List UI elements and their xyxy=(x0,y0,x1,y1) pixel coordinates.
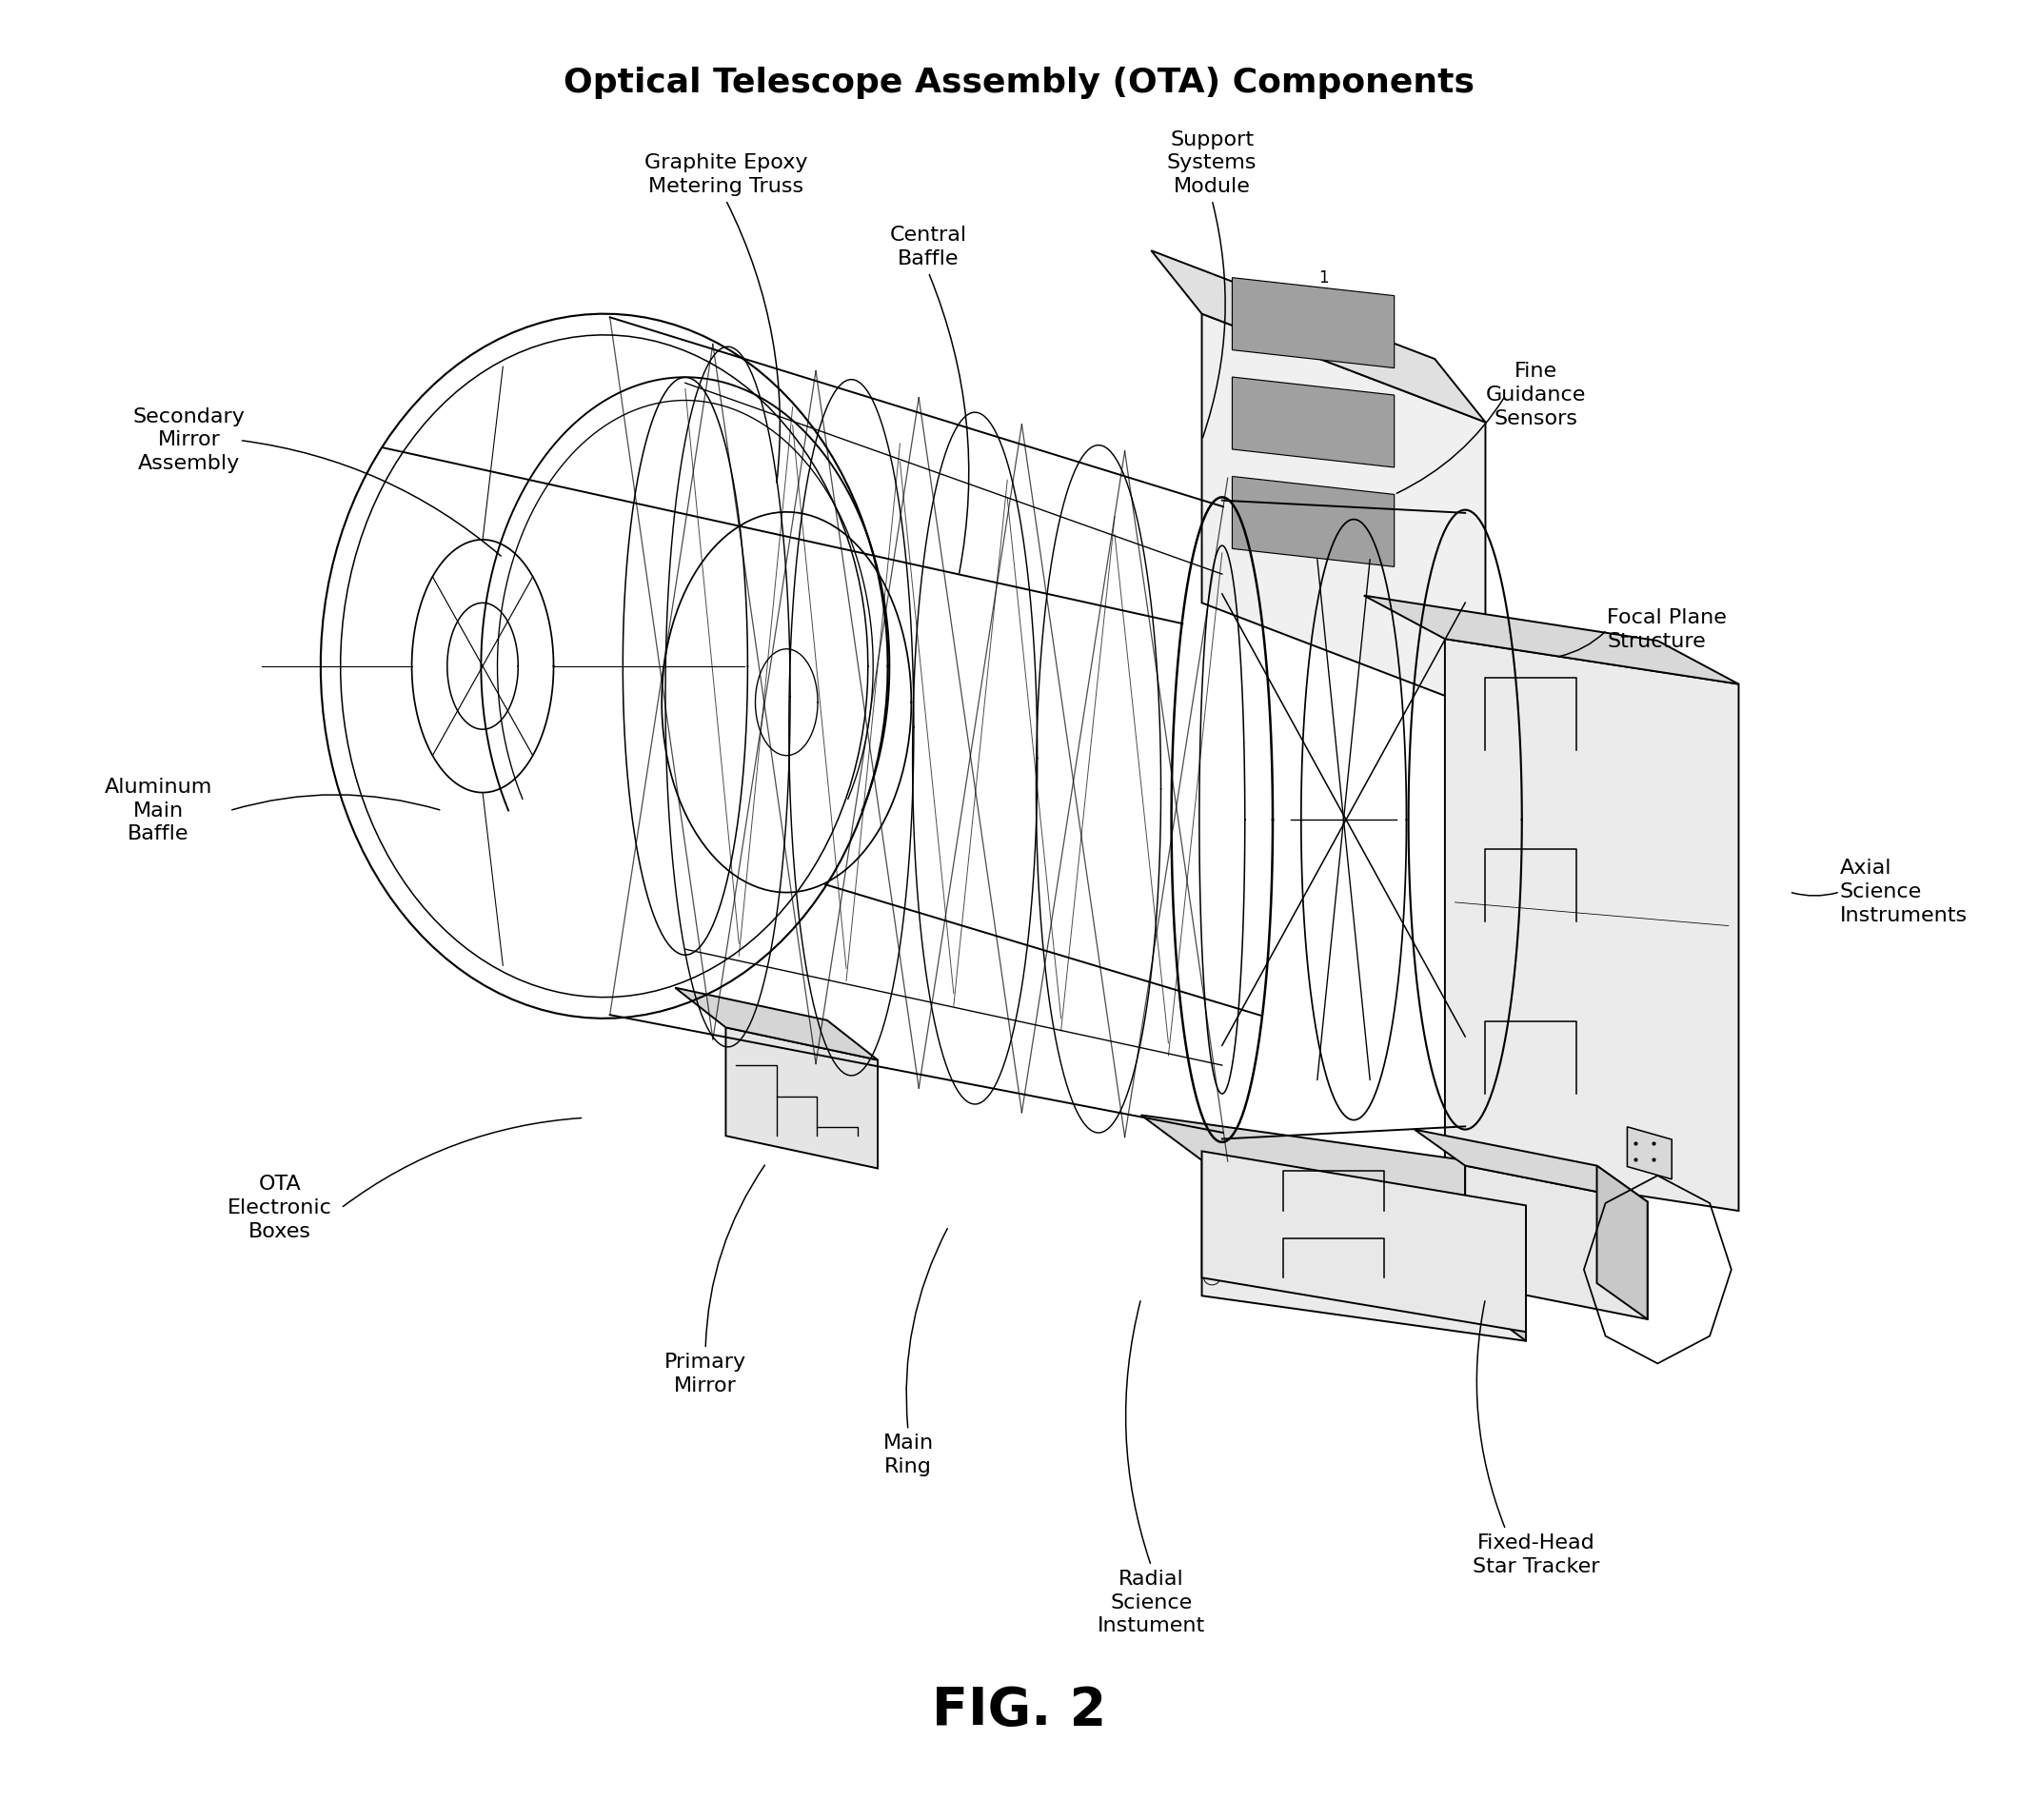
Polygon shape xyxy=(726,1028,877,1168)
Text: FIG. 2: FIG. 2 xyxy=(932,1685,1107,1736)
Text: Central
Baffle: Central Baffle xyxy=(889,226,966,269)
Polygon shape xyxy=(1364,595,1739,684)
Text: Axial
Science
Instruments: Axial Science Instruments xyxy=(1839,859,1968,925)
Polygon shape xyxy=(1466,1159,1525,1341)
Polygon shape xyxy=(1232,278,1395,368)
Text: Main
Ring: Main Ring xyxy=(883,1434,934,1476)
Text: Fixed-Head
Star Tracker: Fixed-Head Star Tracker xyxy=(1472,1532,1601,1576)
Text: Secondary
Mirror
Assembly: Secondary Mirror Assembly xyxy=(133,408,245,473)
Polygon shape xyxy=(1152,251,1486,422)
Polygon shape xyxy=(1201,1152,1525,1332)
Polygon shape xyxy=(1201,313,1486,712)
Polygon shape xyxy=(1627,1127,1672,1179)
Polygon shape xyxy=(1466,1165,1648,1320)
Polygon shape xyxy=(1232,477,1395,566)
Text: 1: 1 xyxy=(1319,269,1329,286)
Polygon shape xyxy=(1446,639,1739,1210)
Text: Primary
Mirror: Primary Mirror xyxy=(665,1352,746,1396)
Text: Radial
Science
Instument: Radial Science Instument xyxy=(1097,1569,1205,1636)
Text: Focal Plane
Structure: Focal Plane Structure xyxy=(1607,608,1727,652)
Text: Graphite Epoxy
Metering Truss: Graphite Epoxy Metering Truss xyxy=(644,153,807,197)
Text: Aluminum
Main
Baffle: Aluminum Main Baffle xyxy=(104,777,212,844)
Polygon shape xyxy=(1415,1130,1648,1201)
Text: OTA
Electronic
Boxes: OTA Electronic Boxes xyxy=(228,1176,332,1241)
Polygon shape xyxy=(675,988,877,1059)
Text: Fine
Guidance
Sensors: Fine Guidance Sensors xyxy=(1486,362,1586,428)
Polygon shape xyxy=(1201,1159,1525,1341)
Polygon shape xyxy=(1597,1165,1648,1320)
Text: Optical Telescope Assembly (OTA) Components: Optical Telescope Assembly (OTA) Compone… xyxy=(565,66,1474,98)
Polygon shape xyxy=(1142,1116,1525,1205)
Polygon shape xyxy=(1232,377,1395,468)
Text: Support
Systems
Module: Support Systems Module xyxy=(1166,129,1256,197)
